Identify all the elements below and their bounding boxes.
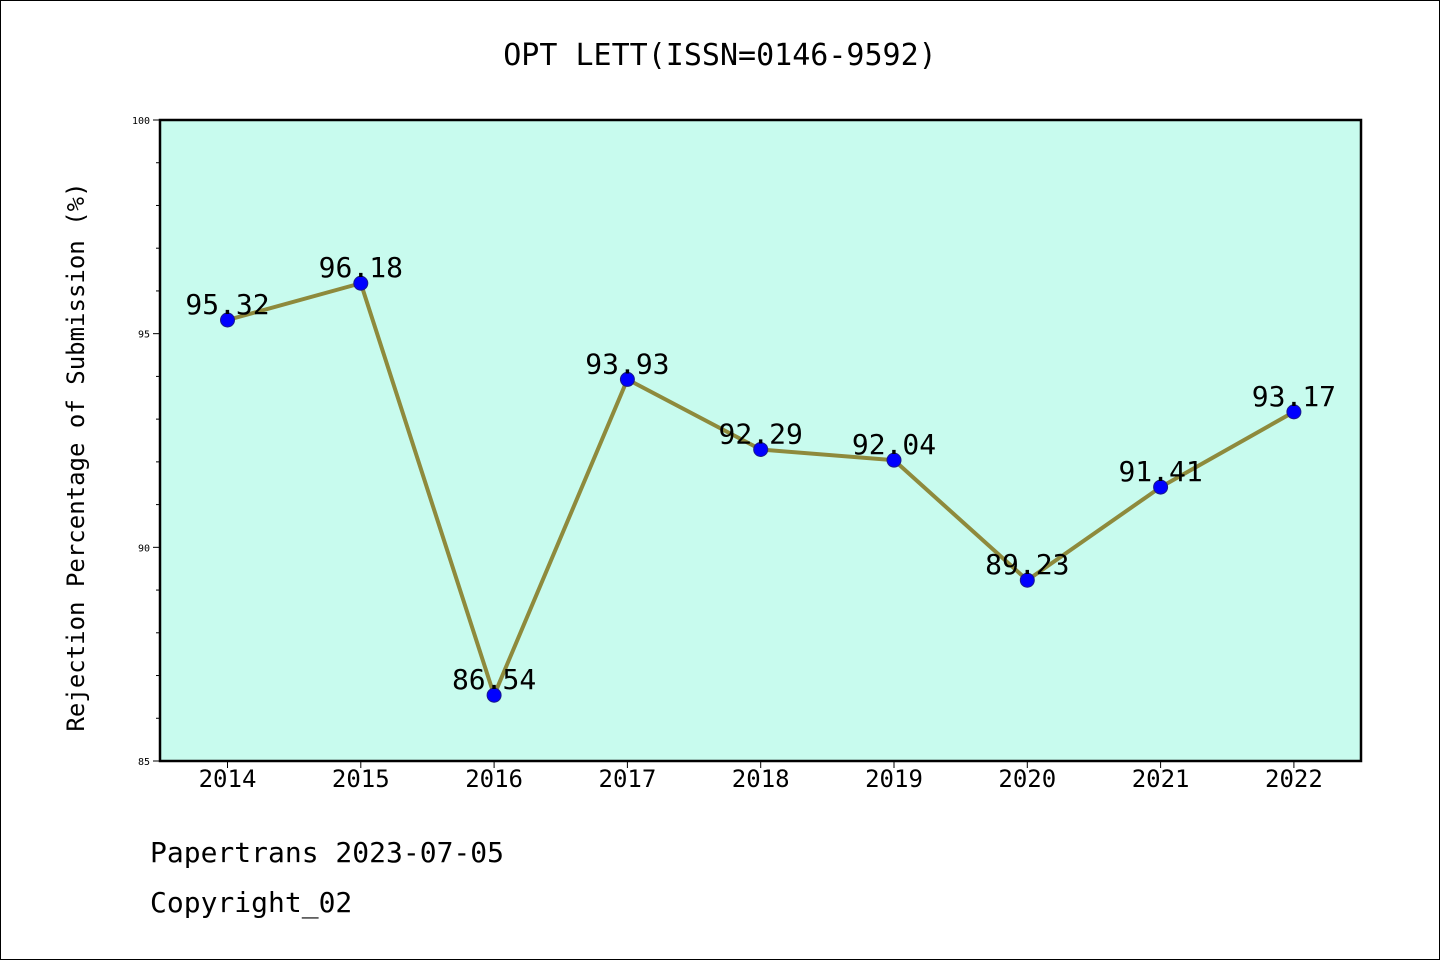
plot-area [160, 120, 1361, 761]
data-point [753, 441, 769, 457]
data-point [353, 275, 369, 291]
data-label: 86.54 [452, 663, 536, 696]
data-point [886, 452, 902, 468]
x-tick-label: 2014 [199, 765, 257, 793]
y-tick-label: 95 [138, 330, 150, 341]
data-point [1286, 404, 1302, 420]
x-tick-label: 2018 [732, 765, 790, 793]
data-label: 96.18 [319, 251, 403, 284]
y-axis-label: Rejection Percentage of Submission (%) [62, 182, 90, 731]
x-tick-label: 2022 [1265, 765, 1323, 793]
footer-date: Papertrans 2023-07-05 [150, 836, 505, 869]
data-label: 89.23 [985, 548, 1069, 581]
data-label: 92.29 [719, 417, 803, 450]
data-label: 91.41 [1118, 455, 1202, 488]
series: 95.32 96.18 86.54 93.93 92.29 92.04 89.23 91.41… [185, 251, 1336, 703]
data-label: 95.32 [185, 288, 269, 321]
x-tick-label: 2015 [332, 765, 390, 793]
y-tick-label: 85 [138, 757, 150, 768]
y-tick-label: 90 [138, 543, 150, 554]
chart-title: OPT LETT(ISSN=0146-9592) [503, 38, 937, 73]
x-tick-label: 2017 [599, 765, 657, 793]
x-tick-label: 2016 [465, 765, 523, 793]
x-tick-label: 2019 [865, 765, 923, 793]
axes: 85 90 95 100 2014 2015 2016 2017 2018 2019 2020 202… [132, 116, 1363, 793]
data-point [619, 371, 635, 387]
y-tick-label: 100 [132, 116, 150, 127]
data-label: 92.04 [852, 428, 936, 461]
data-label: 93.93 [585, 347, 669, 380]
footer-copyright: Copyright_02 [150, 886, 353, 919]
x-tick-label: 2020 [998, 765, 1056, 793]
x-tick-label: 2021 [1132, 765, 1190, 793]
data-point [220, 312, 235, 328]
data-point [1019, 572, 1035, 588]
data-label: 93.17 [1252, 380, 1336, 413]
data-point [1153, 479, 1169, 495]
data-point [486, 687, 502, 703]
plot-frame [158, 118, 1363, 763]
